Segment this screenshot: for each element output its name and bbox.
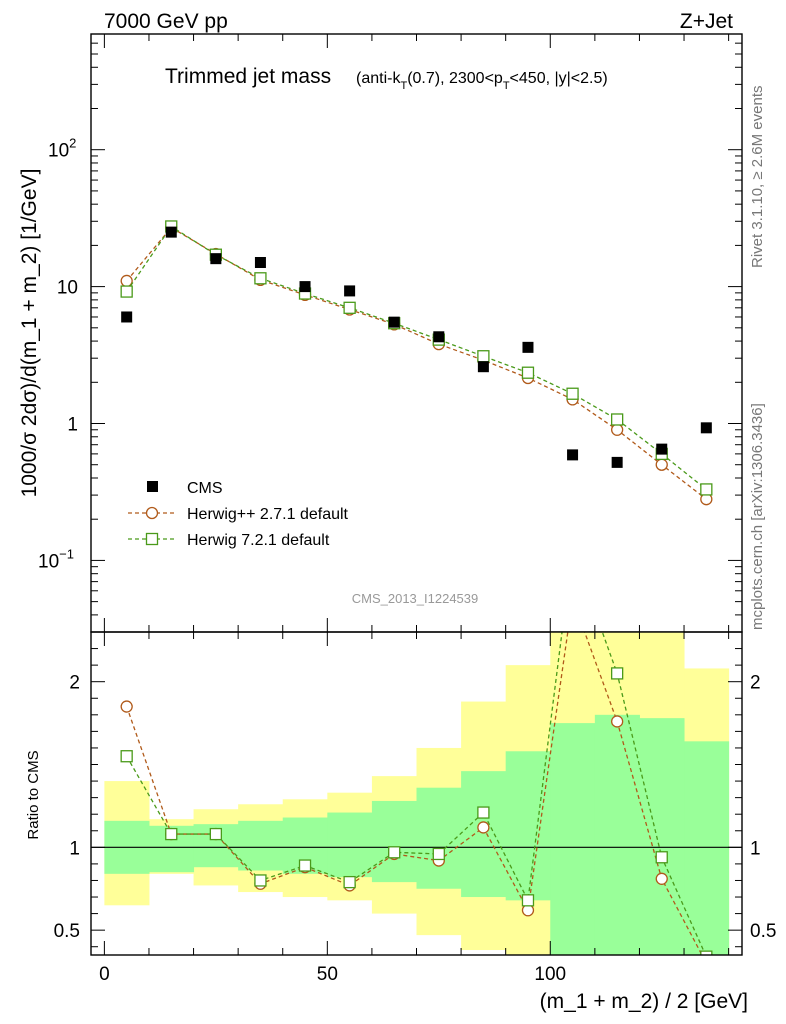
ratio-band-inner [594, 714, 640, 955]
ratio-y-tick-label-right: 2 [750, 673, 761, 694]
ratio-x-tick-label: 100 [534, 964, 566, 985]
rivet-version-label: Rivet 3.1.10, ≥ 2.6M events [749, 86, 766, 269]
main-cms-point [299, 281, 311, 293]
ratio-herwigpp-point [701, 958, 712, 969]
main-herwig7-point [254, 272, 267, 285]
ratio-herwig7-point [611, 667, 624, 680]
svg-text:(anti-kT(0.7), 2300<pT<450, |y: (anti-kT(0.7), 2300<pT<450, |y|<2.5) [356, 70, 608, 92]
ratio-y-tick-label-right: 0.5 [750, 921, 776, 942]
main-herwigpp-line [126, 226, 707, 500]
legend-label-herwigpp: Herwig++ 2.7.1 default [187, 506, 349, 523]
main-cms-point [165, 226, 177, 238]
main-herwig7-point [120, 285, 133, 298]
process-label: Z+Jet [680, 10, 733, 33]
legend-label-cms: CMS [187, 480, 223, 497]
ratio-band-inner [416, 787, 462, 889]
analysis-watermark: CMS_2013_I1224539 [352, 591, 479, 606]
legend-marker-herwigpp [145, 506, 159, 520]
main-herwig7-point [566, 387, 579, 400]
ratio-band-inner [371, 800, 417, 883]
title-detail-post: <450, |y|<2.5) [510, 70, 608, 87]
ratio-band-inner [461, 771, 507, 898]
title-detail-pre: (anti-k [356, 70, 401, 87]
main-y-tick-label: 10 [57, 278, 78, 299]
ratio-herwig7-point [254, 874, 267, 887]
ratio-herwig7-point [298, 859, 312, 872]
ratio-herwig7-point [477, 806, 490, 819]
main-herwig7-point [521, 366, 535, 379]
ratio-herwig7-point [432, 847, 445, 861]
ratio-y-tick-label: 1 [69, 838, 80, 859]
ratio-herwig7-point [388, 846, 401, 859]
ratio-herwigpp-point [655, 872, 668, 885]
main-cms-point [477, 361, 489, 373]
main-herwig7-point [611, 413, 624, 426]
title-main: Trimmed jet mass [165, 65, 331, 88]
main-herwig7-point [343, 301, 356, 314]
main-y-tick-label: 1 [67, 415, 78, 436]
main-y-tick-label: 102 [48, 136, 76, 162]
ratio-band-inner [238, 820, 284, 871]
ratio-herwig7-point [567, 544, 578, 555]
main-cms-point [210, 253, 222, 265]
ratio-herwig7-point [165, 827, 178, 841]
main-panel: 10−1 1 10 102 1000/σ 2dσ)/d(m_1 + m_2) [1/G… [18, 33, 743, 633]
ratio-herwigpp-line [126, 632, 703, 955]
main-cms-point [388, 316, 400, 328]
main-cms-point [433, 331, 445, 343]
mcplots-source-label: mcplots.cern.ch [arXiv:1306.3436] [749, 403, 766, 630]
main-herwig7-point [700, 483, 713, 496]
ratio-herwigpp-point [611, 715, 624, 728]
ratio-y-tick-label: 2 [69, 673, 80, 694]
ratio-panel: 0 50 100 0.5 0.5 1 1 2 2 Ratio to CMS (m_1 + m_2… [25, 544, 776, 1013]
title-detail-sub2: T [503, 80, 510, 92]
main-cms-point [567, 449, 579, 461]
ratio-y-tick-label-right: 1 [750, 838, 761, 859]
main-herwigpp-point [655, 458, 668, 471]
title-detail-mid: (0.7), 2300<p [407, 70, 503, 87]
ratio-herwig7-point [655, 851, 668, 864]
ratio-herwigpp-point [567, 593, 578, 604]
ratio-herwigpp-point [477, 821, 490, 834]
ratio-y-tick-label: 0.5 [54, 921, 80, 942]
main-y-axis-label: 1000/σ 2dσ)/d(m_1 + m_2) [1/GeV] [18, 169, 41, 498]
main-cms-point [254, 256, 266, 268]
ratio-herwig7-point [343, 875, 356, 889]
energy-label: 7000 GeV pp [104, 10, 228, 33]
legend-marker-cms [147, 481, 158, 492]
ratio-herwig7-point [521, 894, 535, 907]
main-cms-point [344, 285, 356, 297]
ratio-herwigpp-point [120, 700, 133, 713]
ratio-band-inner [505, 751, 551, 901]
x-axis-label: (m_1 + m_2) / 2 [GeV] [540, 990, 748, 1013]
ratio-band-inner [550, 723, 596, 955]
main-cms-point [700, 422, 712, 434]
ratio-band-inner [327, 812, 373, 878]
ratio-y-axis-label: Ratio to CMS [25, 750, 42, 839]
main-cms-point [522, 341, 534, 353]
main-herwigpp-point [120, 274, 133, 288]
ratio-herwig7-point [700, 950, 713, 955]
plot-title: Trimmed jet mass (anti-kT(0.7), 2300<pT<… [165, 65, 608, 92]
main-cms-point [611, 456, 623, 468]
legend-label-herwig7: Herwig 7.2.1 default [187, 532, 330, 549]
title-detail-sub: T [400, 80, 407, 92]
main-cms-point [656, 443, 668, 455]
ratio-band-inner [684, 741, 730, 955]
ratio-herwig7-point [120, 750, 133, 763]
main-herwigpp-point [611, 423, 624, 436]
legend-marker-herwig7 [145, 532, 159, 546]
ratio-x-tick-label: 0 [99, 964, 110, 985]
legend: CMS Herwig++ 2.7.1 default Herwig 7.2.1 … [128, 480, 349, 549]
main-y-tick-label: 10−1 [38, 546, 74, 572]
main-herwig7-line [126, 225, 707, 490]
main-herwig7-point [477, 350, 490, 363]
ratio-x-tick-label: 50 [317, 964, 338, 985]
ratio-band-inner [639, 718, 685, 955]
main-cms-point [121, 311, 133, 323]
ratio-herwig7-point [209, 827, 222, 841]
